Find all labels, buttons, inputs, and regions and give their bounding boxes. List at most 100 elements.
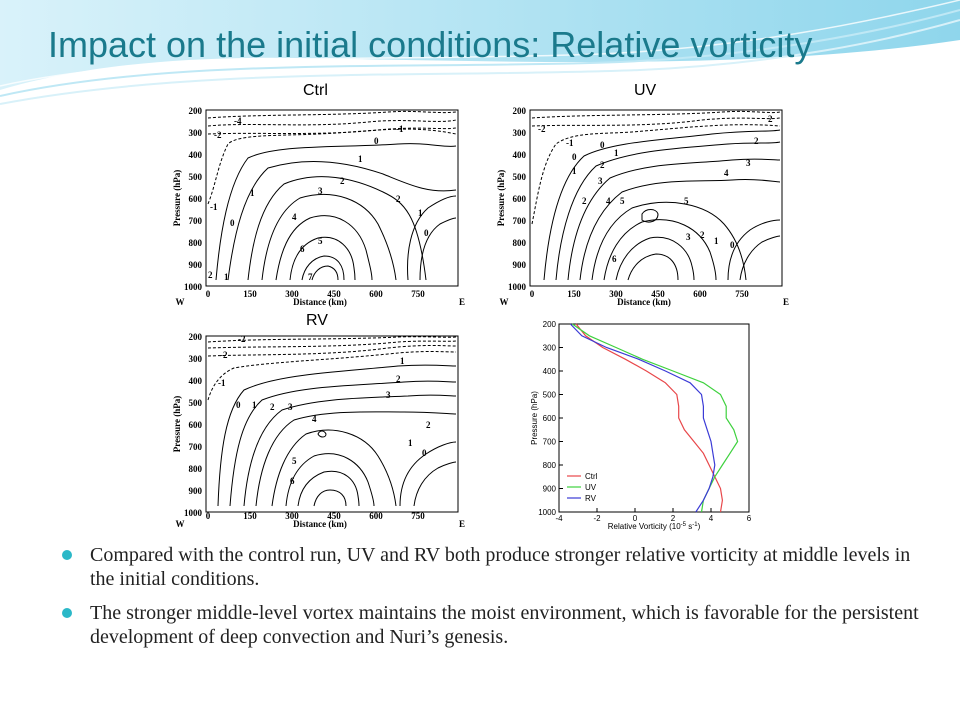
contour-label: -2 [214, 130, 222, 140]
x-tick-label: 0 [206, 511, 211, 521]
contour-label: -2 [538, 124, 546, 134]
legend-label: UV [585, 483, 597, 492]
contour-label: 2 [396, 194, 401, 204]
contour-label: -2 [238, 334, 246, 344]
contour-label: 5 [684, 196, 689, 206]
contour-label: 1 [408, 438, 413, 448]
x-tick-label: 600 [369, 511, 383, 521]
x-tick-label: 600 [693, 289, 707, 299]
bullet-item: The stronger middle-level vortex maintai… [62, 601, 922, 649]
contour-label: 0 [600, 140, 605, 150]
x-tick-label: W [176, 297, 185, 307]
x-tick-label: E [783, 297, 789, 307]
contour-label: 5 [318, 236, 323, 246]
x-tick-label: 150 [567, 289, 581, 299]
x-axis-label: Relative Vorticity (10-5 s-1) [608, 522, 701, 531]
contour-label: 0 [572, 152, 577, 162]
y-tick-label: 400 [543, 367, 557, 376]
x-tick-label: 450 [327, 511, 341, 521]
contour-label: 1 [418, 208, 423, 218]
contour-label: 4 [606, 196, 611, 206]
contour-label: 1 [714, 236, 719, 246]
x-tick-label: 750 [411, 511, 425, 521]
x-tick-label: -4 [555, 514, 563, 523]
x-tick-label: E [459, 297, 465, 307]
contour-label: 1 [250, 188, 255, 198]
bullet-dot-icon [62, 608, 72, 618]
contour-label: -1 [396, 124, 404, 134]
x-tick-label: 600 [369, 289, 383, 299]
contour-label: 3 [746, 158, 751, 168]
y-tick-label: 600 [189, 420, 203, 430]
y-tick-label: 400 [189, 376, 203, 386]
contour-label: 3 [598, 176, 603, 186]
bullet-list: Compared with the control run, UV and RV… [62, 543, 922, 659]
y-tick-label: 700 [189, 216, 203, 226]
panel-label-uv: UV [634, 82, 657, 99]
y-tick-label: 700 [543, 438, 557, 447]
contour-label: 0 [230, 218, 235, 228]
y-tick-label: 300 [513, 128, 527, 138]
y-tick-label: 1000 [538, 508, 556, 517]
y-tick-label: 800 [189, 464, 203, 474]
contour-label: 2 [208, 270, 213, 280]
contour-label: 4 [724, 168, 729, 178]
contour-label: 3 [318, 186, 323, 196]
panel-label-rv: RV [306, 312, 328, 329]
contour-label: 0 [236, 400, 241, 410]
x-axis-label: Distance (km) [617, 297, 671, 307]
contour-label: -2 [220, 350, 228, 360]
contour-label: 2 [768, 114, 773, 124]
y-tick-label: 500 [543, 391, 557, 400]
contour-label: 2 [582, 196, 587, 206]
y-tick-label: 1000 [184, 508, 203, 518]
x-tick-label: 0 [206, 289, 211, 299]
y-tick-label: 200 [543, 320, 557, 329]
x-axis-label: Distance (km) [293, 519, 347, 529]
contour-label: 4 [312, 414, 317, 424]
contour-label: 0 [730, 240, 735, 250]
contour-label: 3 [686, 232, 691, 242]
y-tick-label: 900 [543, 485, 557, 494]
y-tick-label: 500 [513, 172, 527, 182]
x-tick-label: 300 [609, 289, 623, 299]
y-axis-label: Pressure (hPa) [172, 396, 182, 452]
contour-label: 0 [422, 448, 427, 458]
x-tick-label: 750 [735, 289, 749, 299]
legend-label: RV [585, 494, 597, 503]
y-tick-label: 1000 [508, 282, 527, 292]
contour-label: 3 [288, 402, 293, 412]
contour-label: 5 [620, 196, 625, 206]
x-tick-label: 0 [633, 514, 638, 523]
x-tick-label: 450 [327, 289, 341, 299]
x-tick-label: 6 [747, 514, 752, 523]
bullet-text: The stronger middle-level vortex maintai… [90, 602, 919, 648]
contour-label: 1 [400, 356, 405, 366]
contour-label: 2 [270, 402, 275, 412]
y-tick-label: 300 [543, 344, 557, 353]
series-line-rv [569, 323, 716, 513]
y-tick-label: 700 [513, 216, 527, 226]
contour-label: 1 [252, 400, 257, 410]
contour-label: 0 [424, 228, 429, 238]
contour-chart-ctrl: -4 -2 -1 0 1 1 2 2 3 4 5 6 7 -1 1 0 0 1 … [172, 106, 465, 307]
y-tick-label: 200 [513, 106, 527, 116]
contour-label: 1 [224, 272, 229, 282]
x-tick-label: 300 [285, 289, 299, 299]
contour-label: 1 [572, 166, 577, 176]
contour-label: 2 [600, 160, 605, 170]
header-swoosh-background [0, 0, 960, 105]
y-tick-label: 500 [189, 398, 203, 408]
x-tick-label: 150 [243, 511, 257, 521]
plot-frame [529, 109, 783, 287]
y-tick-label: 900 [513, 260, 527, 270]
x-tick-label: 750 [411, 289, 425, 299]
y-tick-label: 300 [189, 354, 203, 364]
panel-label-ctrl: Ctrl [303, 82, 328, 99]
contour-label: 2 [340, 176, 345, 186]
y-tick-label: 800 [513, 238, 527, 248]
y-axis-label: Pressure (hPa) [496, 170, 506, 226]
y-tick-label: 400 [189, 150, 203, 160]
bullet-text: Compared with the control run, UV and RV… [90, 544, 911, 590]
y-tick-label: 1000 [184, 282, 203, 292]
